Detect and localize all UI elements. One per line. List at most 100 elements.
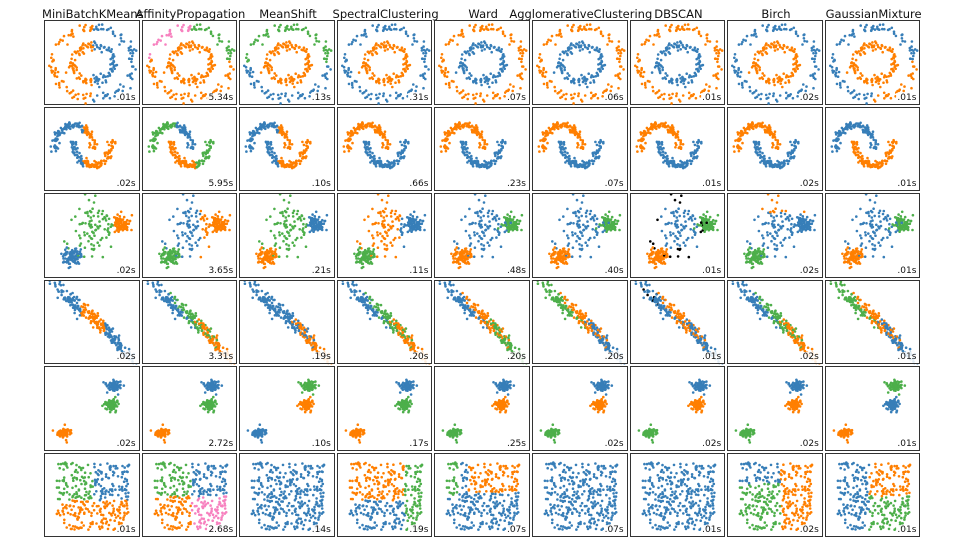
data-point <box>680 79 683 83</box>
data-point <box>202 159 205 162</box>
data-point <box>207 50 211 54</box>
data-point <box>799 89 803 93</box>
data-point <box>421 74 425 77</box>
data-point <box>297 158 301 162</box>
data-point <box>580 163 584 166</box>
data-point <box>538 56 541 60</box>
data-point <box>863 25 867 29</box>
data-point <box>899 83 903 86</box>
data-point <box>181 161 184 164</box>
data-point <box>768 81 771 85</box>
data-point <box>444 149 448 152</box>
data-point <box>664 49 667 52</box>
data-point <box>468 52 471 56</box>
data-point <box>761 52 764 56</box>
data-point <box>490 159 494 162</box>
data-point <box>786 162 790 165</box>
data-point <box>498 148 501 152</box>
data-point <box>185 145 189 149</box>
data-point <box>782 161 785 165</box>
data-point <box>129 86 132 90</box>
data-point <box>496 28 499 32</box>
data-point <box>874 48 877 51</box>
data-point <box>813 60 816 64</box>
data-point <box>70 57 73 61</box>
data-point <box>199 27 203 31</box>
data-point <box>572 102 575 105</box>
data-point <box>851 30 854 33</box>
data-point <box>108 74 112 77</box>
data-point <box>683 23 686 27</box>
data-point <box>754 147 758 151</box>
data-point <box>915 68 918 71</box>
data-point <box>546 40 549 44</box>
data-point <box>583 25 586 29</box>
data-point <box>741 141 744 144</box>
data-point <box>849 92 852 95</box>
data-point <box>389 82 392 85</box>
data-point <box>276 130 279 134</box>
data-point <box>190 48 194 51</box>
data-point <box>298 45 301 49</box>
data-point <box>378 92 381 96</box>
data-point <box>169 123 173 126</box>
data-point <box>794 138 798 141</box>
data-point <box>465 142 468 146</box>
data-point <box>82 28 85 32</box>
data-point <box>635 149 639 153</box>
data-point <box>671 125 675 129</box>
data-point <box>776 140 780 143</box>
scatter-points <box>145 23 236 105</box>
data-point <box>688 158 691 162</box>
data-point <box>396 154 400 157</box>
data-point <box>672 46 675 49</box>
data-point <box>111 62 115 66</box>
data-point <box>180 25 184 29</box>
data-point <box>251 134 254 138</box>
data-point <box>184 161 187 164</box>
data-point <box>371 72 374 75</box>
data-point <box>364 35 368 38</box>
data-point <box>830 56 834 60</box>
data-point <box>394 91 398 95</box>
data-point <box>286 138 290 141</box>
data-point <box>704 83 708 86</box>
data-point <box>867 46 871 49</box>
data-point <box>553 89 557 93</box>
data-point <box>733 56 736 60</box>
plot-noisy_moons-agglomerativeclustering: .07s <box>532 106 628 191</box>
data-point <box>383 83 386 87</box>
data-point <box>839 38 843 42</box>
data-point <box>119 219 123 223</box>
data-point <box>175 24 179 27</box>
data-point <box>92 73 95 77</box>
data-point <box>298 151 302 155</box>
data-point <box>265 33 268 36</box>
data-point <box>460 30 464 33</box>
data-point <box>394 97 398 100</box>
data-point <box>689 154 693 157</box>
data-point <box>472 164 475 168</box>
data-point <box>160 34 163 38</box>
data-point <box>420 57 424 60</box>
data-point <box>96 79 100 82</box>
data-point <box>637 59 641 62</box>
data-point <box>551 131 554 134</box>
data-point <box>396 94 400 98</box>
data-point <box>82 81 85 84</box>
data-point <box>65 89 69 93</box>
data-point <box>561 63 564 67</box>
data-point <box>406 34 409 38</box>
data-point <box>58 86 61 89</box>
data-point <box>470 46 473 49</box>
data-point <box>858 151 862 154</box>
data-point <box>375 125 379 129</box>
data-point <box>657 35 661 38</box>
data-point <box>402 154 406 158</box>
data-point <box>74 215 77 218</box>
data-point <box>112 59 115 63</box>
data-point <box>107 46 111 49</box>
data-point <box>403 70 407 73</box>
data-point <box>861 128 864 131</box>
plot-noisy_circles-gaussianmixture: .01s <box>824 20 921 105</box>
